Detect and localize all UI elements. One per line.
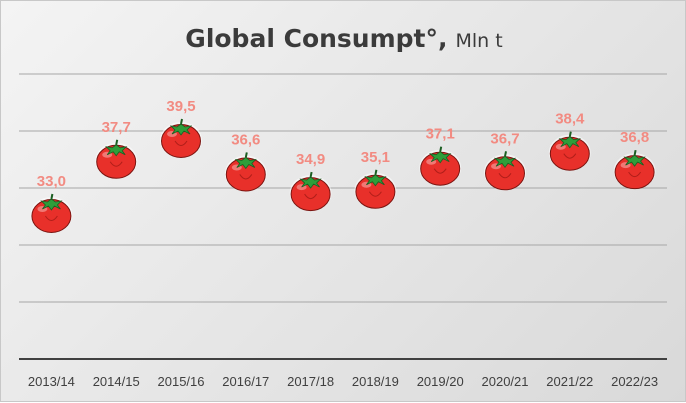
x-tick-label: 2017/18 bbox=[287, 374, 334, 389]
x-tick-label: 2020/21 bbox=[482, 374, 529, 389]
x-tick-label: 2013/14 bbox=[28, 374, 75, 389]
x-tick-label: 2016/17 bbox=[222, 374, 269, 389]
data-label: 37,1 bbox=[426, 126, 455, 143]
data-label: 37,7 bbox=[102, 119, 131, 136]
x-tick-label: 2022/23 bbox=[611, 374, 658, 389]
chart-title-unit: Mln t bbox=[456, 30, 503, 52]
data-label: 35,1 bbox=[361, 149, 390, 166]
tomato-marker bbox=[30, 193, 73, 233]
x-tick-label: 2018/19 bbox=[352, 374, 399, 389]
data-label: 36,7 bbox=[490, 130, 519, 147]
chart-title: Global Consumpt°, Mln t bbox=[185, 24, 502, 53]
x-axis: 2013/14 2014/15 2015/16 2016/17 2017/18 2018/… bbox=[19, 358, 667, 389]
data-labels: 33,0 37,7 39,5 36,6 34,9 35,1 37,1 36,7 38,4 36,8 bbox=[37, 98, 649, 190]
grid-lines bbox=[19, 73, 667, 303]
tomato-marker bbox=[548, 131, 591, 171]
x-tick-label: 2014/15 bbox=[93, 374, 140, 389]
tomato-marker bbox=[289, 171, 332, 212]
tomato-marker bbox=[419, 146, 462, 186]
tomato-marker bbox=[95, 139, 138, 179]
tomato-marker bbox=[160, 118, 202, 158]
tomato-marker bbox=[613, 149, 656, 190]
x-tick-label: 2019/20 bbox=[417, 374, 464, 389]
data-label: 39,5 bbox=[166, 98, 195, 115]
tomato-marker bbox=[354, 169, 397, 209]
data-label: 38,4 bbox=[555, 111, 585, 128]
x-tick-label: 2015/16 bbox=[158, 374, 205, 389]
data-label: 36,8 bbox=[620, 129, 649, 146]
data-label: 36,6 bbox=[231, 131, 260, 148]
data-label: 34,9 bbox=[296, 151, 325, 168]
tomato-marker bbox=[484, 151, 526, 191]
x-tick-label: 2021/22 bbox=[546, 374, 593, 389]
chart-title-main: Global Consumpt°, bbox=[185, 24, 447, 53]
tomato-marker bbox=[224, 152, 267, 192]
data-points bbox=[30, 118, 656, 233]
data-label: 33,0 bbox=[37, 173, 66, 190]
